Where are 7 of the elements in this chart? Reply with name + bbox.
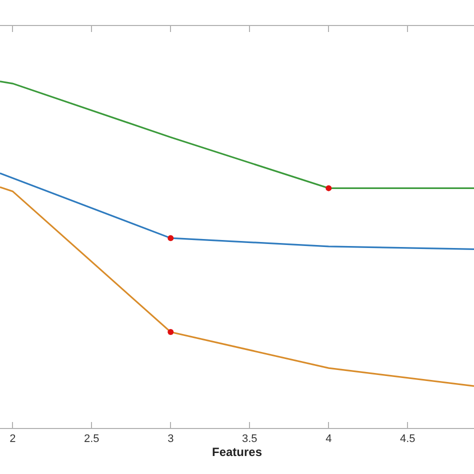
x-tick-label: 2: [10, 433, 16, 446]
x-axis-title: Features: [212, 445, 262, 460]
x-tick-label: 2.5: [84, 433, 100, 446]
x-tick-label: 4: [326, 433, 332, 446]
x-tick-label: 3.5: [242, 433, 258, 446]
x-tick-label: 4.5: [400, 433, 416, 446]
x-tick-label: 3: [168, 433, 174, 446]
